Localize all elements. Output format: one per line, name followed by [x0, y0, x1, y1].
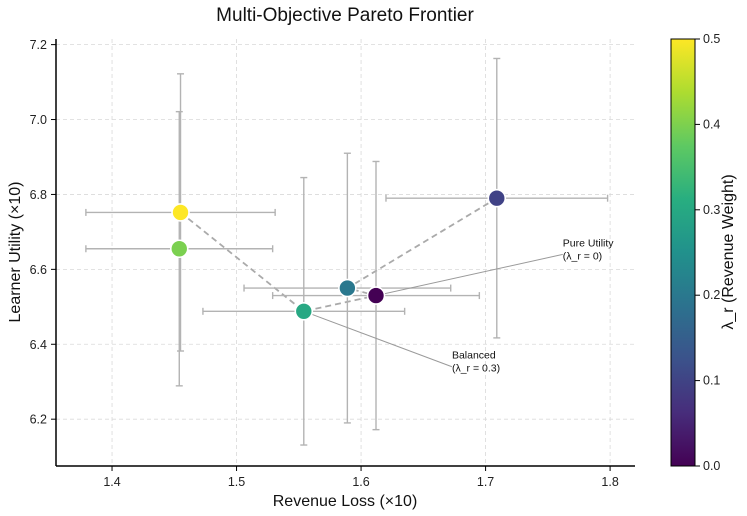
pareto-frontier — [179, 197, 498, 313]
y-tick-label: 6.8 — [30, 188, 47, 202]
annotation-text: Pure Utility — [563, 237, 615, 249]
annotation-text: (λ_r = 0.3) — [452, 363, 500, 375]
annotation-text: (λ_r = 0) — [563, 250, 602, 262]
colorbar-ticks: 0.0 0.1 0.2 0.3 0.4 0.5 — [695, 32, 720, 473]
data-point — [169, 239, 189, 259]
x-tick-label: 1.7 — [477, 475, 494, 489]
y-ticks: 6.2 6.4 6.6 6.8 7.0 7.2 — [30, 38, 56, 427]
x-ticks: 1.4 1.5 1.6 1.7 1.8 — [103, 466, 619, 489]
y-tick-label: 7.0 — [30, 113, 47, 127]
y-tick-label: 7.2 — [30, 38, 47, 52]
colorbar-label: λ_r (Revenue Weight) — [720, 174, 737, 329]
colorbar-tick-label: 0.0 — [703, 459, 720, 473]
grid-lines — [56, 39, 635, 466]
annotation-line — [303, 310, 453, 368]
data-point — [487, 188, 507, 208]
y-axis-label: Learner Utility (×10) — [7, 182, 24, 323]
y-tick-label: 6.2 — [30, 413, 47, 427]
colorbar — [670, 38, 696, 467]
data-point — [366, 286, 386, 305]
x-tick-label: 1.6 — [352, 475, 369, 489]
x-tick-label: 1.8 — [601, 475, 618, 489]
colorbar-tick-label: 0.2 — [703, 288, 720, 302]
data-points — [169, 188, 507, 321]
annotation-line — [375, 253, 563, 297]
annotation-lines — [303, 253, 563, 368]
error-bars — [85, 57, 609, 446]
x-tick-label: 1.5 — [228, 475, 245, 489]
x-tick-label: 1.4 — [103, 475, 120, 489]
frontier-line — [179, 197, 498, 313]
chart-title: Multi-Objective Pareto Frontier — [216, 5, 474, 26]
annotations: Pure Utility(λ_r = 0) Balanced(λ_r = 0.3) — [452, 237, 614, 374]
annotation-text: Balanced — [452, 350, 496, 362]
colorbar-tick-label: 0.1 — [703, 374, 720, 388]
colorbar-tick-label: 0.4 — [703, 117, 720, 131]
data-point — [338, 278, 357, 298]
y-tick-label: 6.4 — [30, 338, 47, 352]
x-axis-label: Revenue Loss (×10) — [273, 493, 418, 510]
data-point — [294, 302, 314, 321]
colorbar-tick-label: 0.3 — [703, 203, 720, 217]
colorbar-tick-label: 0.5 — [703, 32, 720, 46]
data-point — [171, 203, 190, 222]
y-tick-label: 6.6 — [30, 263, 47, 277]
